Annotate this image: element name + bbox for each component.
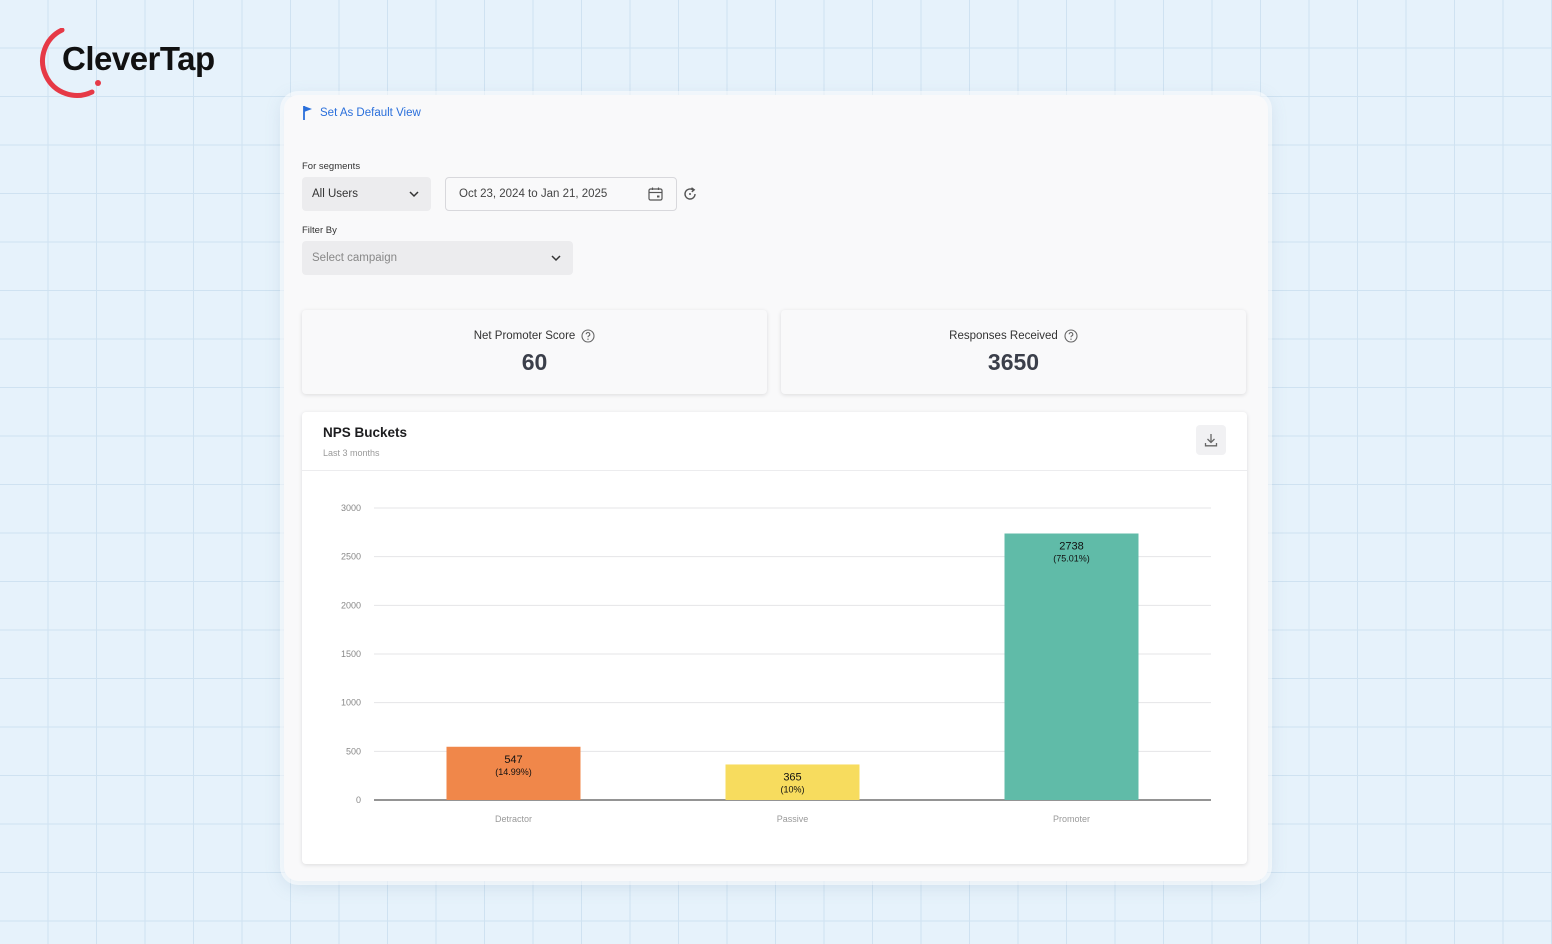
set-default-view-label: Set As Default View — [320, 107, 421, 119]
chart-title: NPS Buckets — [323, 425, 408, 440]
nps-buckets-card: NPS Buckets Last 3 months 0 500 1000 1500 20… — [302, 412, 1247, 864]
x-tick-label: Promoter — [1053, 814, 1090, 824]
segment-select[interactable]: All Users — [302, 177, 431, 211]
y-tick-label: 500 — [346, 746, 361, 756]
bar-percent-label: (14.99%) — [495, 767, 532, 777]
nps-dashboard-panel: Set As Default View For segments All Use… — [284, 95, 1268, 881]
date-range-value: Oct 23, 2024 to Jan 21, 2025 — [459, 188, 608, 200]
filter-by-label: Filter By — [302, 225, 337, 236]
segment-select-value: All Users — [312, 188, 359, 200]
y-tick-label: 2000 — [341, 600, 361, 610]
campaign-select[interactable]: Select campaign — [302, 241, 573, 275]
responses-received-value: 3650 — [987, 349, 1040, 375]
date-range-picker[interactable]: Oct 23, 2024 to Jan 21, 2025 — [445, 177, 677, 211]
bar-promoter — [1004, 533, 1139, 800]
bar-value-label: 547 — [504, 754, 522, 766]
y-tick-label: 2500 — [341, 552, 361, 562]
calendar-icon — [648, 187, 663, 201]
download-icon — [1204, 434, 1218, 447]
y-tick-label: 1500 — [341, 649, 361, 659]
segments-label: For segments — [302, 161, 361, 172]
flag-icon — [303, 106, 312, 120]
y-tick-label: 0 — [356, 795, 361, 805]
refresh-icon[interactable] — [682, 186, 698, 202]
nps-score-value: 60 — [521, 349, 548, 375]
bar-value-label: 2738 — [1059, 541, 1083, 553]
y-tick-label: 1000 — [341, 698, 361, 708]
nps-score-label: Net Promoter Score — [473, 330, 576, 342]
bar-percent-label: (10%) — [780, 784, 804, 794]
logo-arc-icon — [40, 28, 101, 98]
bar-percent-label: (75.01%) — [1053, 554, 1090, 564]
x-tick-label: Passive — [777, 814, 809, 824]
help-icon[interactable] — [1064, 329, 1078, 343]
clevertap-logo: CleverTap — [36, 28, 236, 100]
responses-received-label: Responses Received — [949, 330, 1058, 342]
y-tick-label: 3000 — [341, 503, 361, 513]
help-icon[interactable] — [581, 329, 595, 343]
campaign-select-placeholder: Select campaign — [312, 252, 398, 264]
nps-score-card: Net Promoter Score 60 — [302, 310, 767, 394]
bar-detractor — [446, 746, 581, 800]
bar-value-label: 365 — [783, 771, 801, 783]
x-tick-label: Detractor — [495, 814, 532, 824]
nps-bar-chart: 0 500 1000 1500 2000 2500 3000 547(14.99%) Detra… — [341, 503, 1211, 824]
logo-text: CleverTap — [62, 40, 215, 77]
chart-divider — [302, 470, 1247, 471]
set-default-view-link[interactable]: Set As Default View — [302, 105, 421, 121]
chart-subtitle: Last 3 months — [323, 448, 380, 458]
chevron-down-icon — [551, 255, 561, 262]
bar-passive — [725, 764, 860, 800]
chevron-down-icon — [409, 191, 419, 198]
responses-received-card: Responses Received 3650 — [781, 310, 1246, 394]
download-button[interactable] — [1196, 425, 1226, 455]
